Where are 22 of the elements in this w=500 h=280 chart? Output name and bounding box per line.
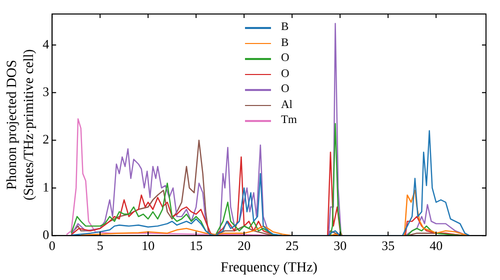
legend-label: O bbox=[281, 66, 290, 82]
x-tick-label: 15 bbox=[190, 238, 203, 253]
legend-label: Tm bbox=[281, 113, 297, 128]
x-axis-title: Frequency (THz) bbox=[220, 260, 318, 276]
legend-label: B bbox=[281, 20, 289, 35]
y-tick-label: 0 bbox=[42, 227, 50, 242]
x-tick-label: 35 bbox=[382, 238, 395, 253]
y-axis-title: Phonon projected DOS (States/THz·primitive cell) bbox=[5, 48, 37, 200]
y-tick-label: 2 bbox=[42, 132, 50, 147]
legend-label: Al bbox=[281, 98, 292, 112]
legend-label: O bbox=[281, 51, 290, 66]
y-tick-label: 1 bbox=[42, 179, 50, 194]
x-tick-label: 25 bbox=[286, 238, 299, 253]
x-tick-label: 5 bbox=[96, 238, 104, 253]
y-tick-label: 4 bbox=[42, 36, 50, 52]
x-tick-label: 20 bbox=[238, 238, 251, 253]
legend-label: B bbox=[281, 36, 289, 50]
x-tick-label: 40 bbox=[430, 238, 443, 253]
x-tick-label: 10 bbox=[142, 238, 155, 253]
legend-label: O bbox=[281, 82, 290, 97]
x-tick-label: 30 bbox=[334, 238, 347, 253]
y-tick-label: 3 bbox=[42, 84, 50, 100]
